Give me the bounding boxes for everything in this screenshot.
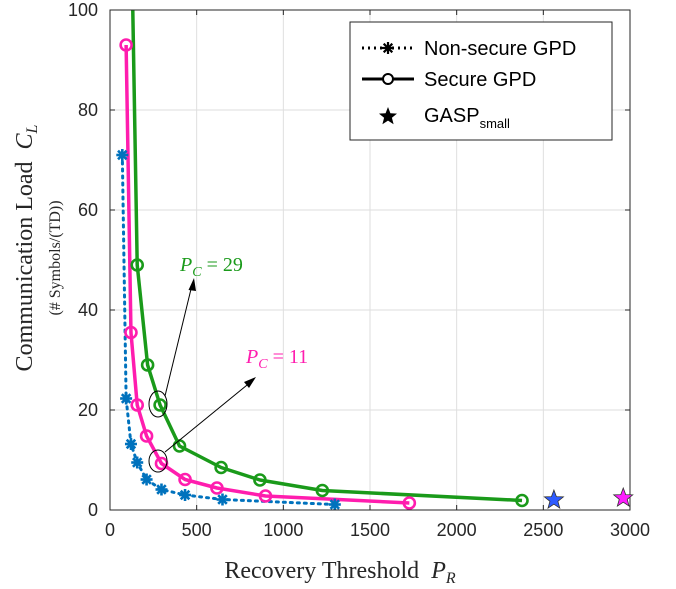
annotation-arrow-green	[164, 284, 193, 397]
point-series-2	[153, 398, 167, 412]
legend-label-gasp: GASPsmall	[424, 105, 510, 131]
gasp-star-point-0	[543, 488, 565, 510]
point-series-2	[515, 493, 529, 508]
legend-item-non-secure: Non-secure GPD	[362, 38, 576, 60]
x-tick-label: 2000	[437, 520, 477, 540]
y-axis-unit: (# Symbols/(TD))	[47, 200, 64, 315]
legend: Non-secure GPD Secure GPD GASPsmall	[349, 21, 613, 141]
legend-star-icon	[379, 107, 397, 125]
legend-label-non-secure: Non-secure GPD	[424, 38, 576, 60]
x-axis-label-sub: R	[445, 570, 456, 587]
y-tick-label: 40	[78, 300, 98, 320]
annotation-label-pink: PC = 11	[245, 346, 308, 372]
annotation-ellipse-pink	[148, 449, 168, 473]
legend-label-gasp-sub: small	[480, 116, 510, 131]
y-tick-label: 0	[88, 500, 98, 520]
point-non-secure-gpd-0	[155, 483, 168, 496]
point-secure-gpd-1	[402, 496, 417, 510]
point-non-secure-gpd-0	[120, 392, 133, 405]
y-axis-label-sub: L	[24, 124, 41, 134]
point-secure-gpd-1	[139, 429, 154, 443]
point-non-secure-gpd-0	[216, 493, 229, 506]
point-non-secure-gpd-0	[140, 473, 153, 486]
point-series-2	[214, 460, 228, 475]
legend-box	[349, 21, 613, 141]
point-series-2	[130, 258, 145, 272]
gasp-star-point-1	[612, 486, 634, 508]
x-tick-label: 1000	[263, 520, 303, 540]
point-series-2	[315, 483, 330, 498]
annotation-label-green: PC = 29	[179, 254, 243, 280]
legend-asterisk-icon	[382, 42, 394, 54]
annotation-ellipse-green	[148, 390, 168, 418]
x-tick-label: 0	[105, 520, 115, 540]
y-axis-label-text: Communication Load	[12, 161, 38, 371]
x-axis-label: Recovery Threshold PR	[224, 558, 456, 587]
point-non-secure-gpd-0	[124, 438, 137, 450]
x-tick-label: 2500	[523, 520, 563, 540]
point-secure-gpd-1	[258, 489, 273, 503]
series-line-secure-gpd-1	[124, 44, 410, 505]
legend-item-secure: Secure GPD	[362, 69, 536, 91]
x-axis-label-symbol: P	[430, 558, 446, 584]
annotation-arrowhead-pink	[244, 377, 256, 388]
legend-label-secure: Secure GPD	[424, 69, 536, 91]
annotation-arrow-pink	[164, 380, 253, 453]
annotation-pink-sub: C	[258, 357, 268, 372]
point-series-2	[253, 473, 267, 487]
y-tick-label: 60	[78, 200, 98, 220]
x-tick-label: 1500	[350, 520, 390, 540]
x-axis-label-text: Recovery Threshold	[224, 558, 419, 584]
point-non-secure-gpd-0	[116, 149, 129, 161]
ticks: 0 500 1000 1500 2000 2500 3000 0 20 40 60 80 100	[68, 0, 650, 540]
y-tick-label: 20	[78, 400, 98, 420]
point-secure-gpd-1	[178, 472, 192, 487]
point-secure-gpd-1	[130, 398, 145, 412]
y-tick-label: 80	[78, 100, 98, 120]
annotation-green-sub: C	[192, 265, 202, 280]
legend-label-gasp-main: GASP	[424, 105, 480, 127]
annotations: PC = 29 PC = 11	[148, 254, 308, 473]
point-series-2	[140, 358, 155, 372]
point-secure-gpd-1	[210, 481, 224, 495]
annotation-green-eq: = 29	[202, 254, 243, 276]
y-axis-label-symbol: C	[12, 132, 38, 149]
y-axis-label: Communication Load CL	[12, 124, 41, 371]
annotation-pink-symbol: P	[245, 346, 258, 368]
point-non-secure-gpd-0	[328, 498, 341, 510]
annotation-arrowhead-green	[188, 278, 196, 291]
point-non-secure-gpd-0	[131, 456, 144, 469]
point-non-secure-gpd-0	[179, 489, 192, 501]
annotation-pink-eq: = 11	[268, 346, 309, 368]
point-secure-gpd-1	[119, 38, 133, 52]
series-line-series-2	[131, 10, 523, 503]
annotation-green-symbol: P	[179, 254, 192, 276]
x-tick-label: 3000	[610, 520, 650, 540]
y-tick-label: 100	[68, 0, 98, 20]
x-tick-label: 500	[182, 520, 212, 540]
legend-item-gasp: GASPsmall	[379, 105, 510, 131]
legend-circle-icon	[382, 73, 394, 85]
point-secure-gpd-1	[124, 325, 138, 340]
points	[116, 38, 529, 510]
